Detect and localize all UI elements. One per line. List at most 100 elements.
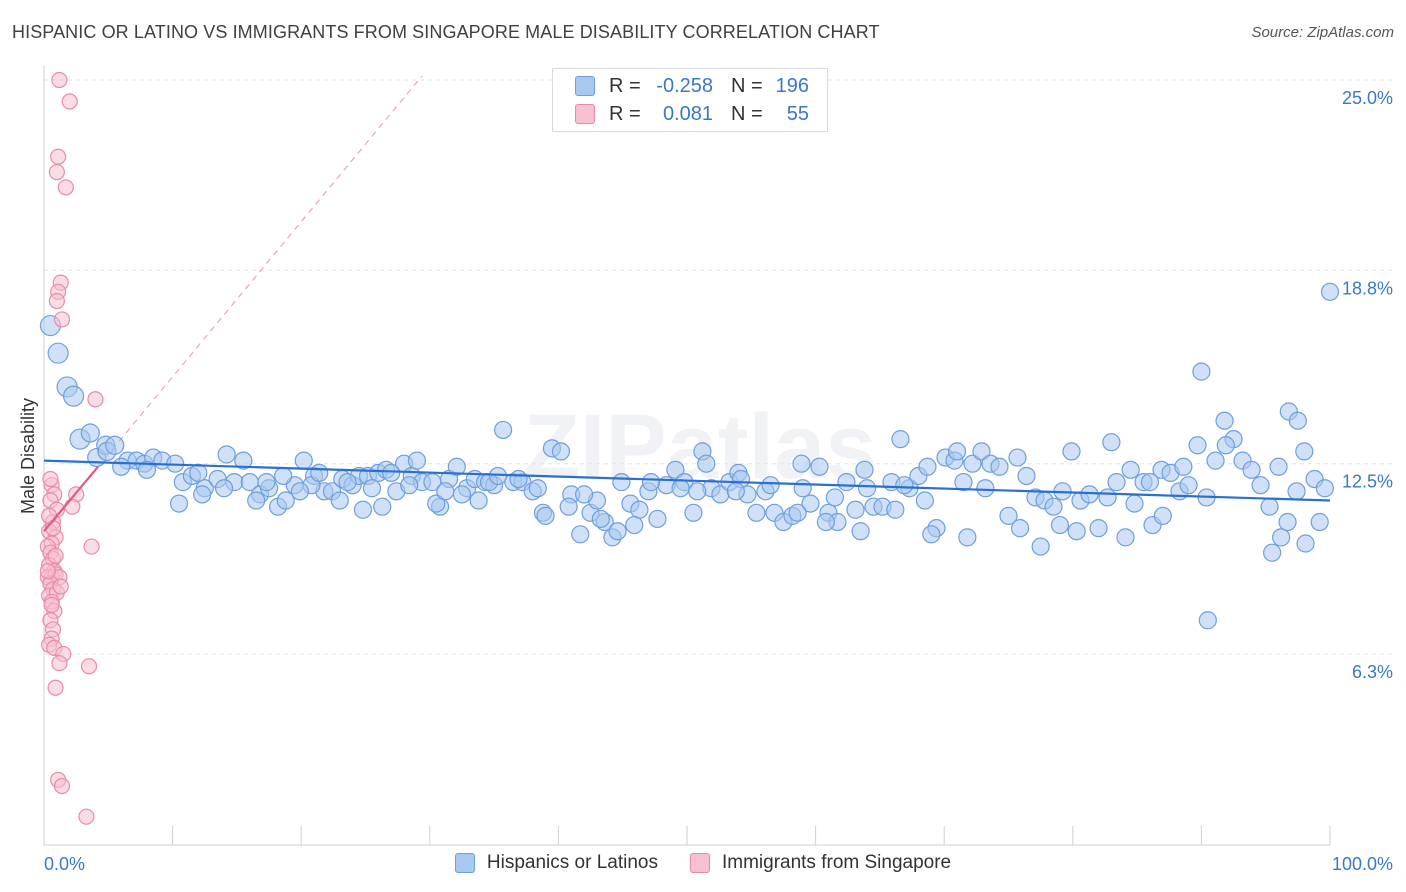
data-point-hispanics	[1295, 442, 1314, 461]
data-point-hispanics	[648, 509, 667, 529]
data-point-hispanics	[947, 442, 967, 461]
data-point-hispanics	[382, 463, 401, 482]
data-point-hispanics	[310, 463, 329, 482]
data-point-hispanics	[915, 491, 935, 510]
data-point-hispanics	[571, 525, 590, 544]
data-point-hispanics	[217, 445, 236, 464]
series-hispanics-or-latinos	[39, 282, 1340, 630]
data-point-hispanics	[810, 457, 829, 476]
data-point-singapore	[57, 179, 74, 196]
data-point-singapore	[48, 163, 65, 181]
data-point-hispanics	[274, 466, 293, 486]
data-point-hispanics	[137, 460, 156, 479]
data-point-hispanics	[1198, 611, 1217, 630]
x-tick-label-max: 100.0%	[1332, 854, 1393, 874]
data-point-hispanics	[697, 454, 716, 473]
data-point-hispanics	[761, 476, 780, 495]
data-point-hispanics	[436, 482, 455, 501]
data-point-hispanics	[559, 497, 578, 516]
legend-n-label: N =	[731, 74, 763, 97]
legend-n-value: 196	[775, 74, 809, 97]
data-point-hispanics	[801, 494, 820, 513]
data-point-hispanics	[214, 479, 234, 498]
data-point-singapore	[78, 808, 95, 825]
y-tick-label: 12.5%	[1342, 472, 1393, 492]
data-point-singapore	[64, 498, 81, 515]
data-point-hispanics	[625, 515, 644, 535]
data-point-singapore	[61, 93, 78, 110]
data-point-hispanics	[294, 451, 313, 470]
legend-r-value: -0.258	[656, 74, 713, 97]
data-point-hispanics	[1102, 433, 1121, 452]
reference-line	[97, 75, 423, 468]
x-tick-label-min: 0.0%	[44, 854, 85, 874]
data-point-hispanics	[1272, 528, 1291, 547]
data-point-hispanics	[509, 469, 528, 489]
data-point-hispanics	[747, 503, 766, 522]
data-point-hispanics	[247, 491, 266, 510]
data-point-hispanics	[400, 476, 419, 495]
data-point-singapore	[42, 470, 59, 488]
data-point-hispanics	[1260, 497, 1279, 516]
series-immigrants-from-singapore	[39, 71, 104, 825]
data-point-hispanics	[373, 497, 392, 516]
data-point-singapore	[48, 292, 65, 310]
series-legend: Hispanics or Latinos Immigrants from Sin…	[0, 852, 1406, 874]
data-point-hispanics	[825, 488, 844, 507]
data-point-hispanics	[688, 482, 707, 501]
data-point-hispanics	[630, 500, 649, 519]
data-point-hispanics	[612, 473, 631, 492]
legend-swatch-pink	[575, 104, 595, 124]
data-point-hispanics	[1098, 488, 1117, 507]
data-point-hispanics	[1089, 519, 1108, 538]
data-point-hispanics	[1044, 497, 1063, 516]
data-point-hispanics	[792, 454, 811, 473]
data-point-hispanics	[1031, 537, 1050, 556]
data-point-hispanics	[362, 479, 382, 498]
data-point-hispanics	[1278, 512, 1297, 532]
axes	[43, 66, 1331, 846]
data-point-hispanics	[816, 512, 835, 532]
data-point-hispanics	[837, 473, 856, 492]
data-point-hispanics	[80, 423, 100, 443]
legend-r-value: 0.081	[662, 102, 713, 125]
correlation-legend: R = -0.258 N = 196 R = 0.081 N = 55	[552, 68, 828, 132]
data-point-hispanics	[1008, 448, 1027, 467]
data-point-hispanics	[976, 479, 995, 498]
data-point-hispanics	[671, 479, 690, 498]
data-point-hispanics	[999, 506, 1018, 525]
data-point-hispanics	[954, 473, 973, 492]
data-point-hispanics	[1017, 466, 1036, 486]
data-point-hispanics	[257, 473, 276, 492]
data-point-singapore	[51, 71, 68, 89]
data-point-singapore	[43, 596, 60, 613]
legend-row-hispanics: R = -0.258 N = 196	[575, 73, 809, 99]
data-point-hispanics	[1174, 457, 1193, 476]
data-point-hispanics	[608, 522, 627, 541]
data-point-hispanics	[105, 435, 125, 455]
data-point-hispanics	[1116, 528, 1135, 547]
data-point-hispanics	[1188, 436, 1207, 455]
data-point-hispanics	[1242, 460, 1261, 479]
data-point-hispanics	[963, 454, 982, 473]
data-point-hispanics	[427, 494, 446, 513]
legend-row-singapore: R = 0.081 N = 55	[575, 101, 809, 127]
data-point-hispanics	[1121, 460, 1140, 479]
y-tick-label: 6.3%	[1352, 662, 1393, 682]
legend-n-value: 55	[786, 102, 809, 125]
data-point-singapore	[53, 777, 71, 795]
data-point-hispanics	[1263, 543, 1282, 562]
data-point-hispanics	[169, 494, 189, 513]
data-point-hispanics	[469, 491, 488, 510]
trend-line-singapore	[43, 466, 99, 532]
data-point-hispanics	[793, 479, 812, 498]
data-point-hispanics	[1140, 473, 1160, 492]
data-point-hispanics	[788, 503, 807, 522]
data-point-singapore	[53, 311, 71, 328]
legend-label-hispanics: Hispanics or Latinos	[486, 852, 658, 873]
legend-item-singapore: Immigrants from Singapore	[689, 852, 952, 874]
legend-label-singapore: Immigrants from Singapore	[721, 852, 952, 873]
grid-lines	[44, 79, 1392, 655]
data-point-hispanics	[338, 473, 357, 492]
data-point-hispanics	[1062, 442, 1081, 461]
